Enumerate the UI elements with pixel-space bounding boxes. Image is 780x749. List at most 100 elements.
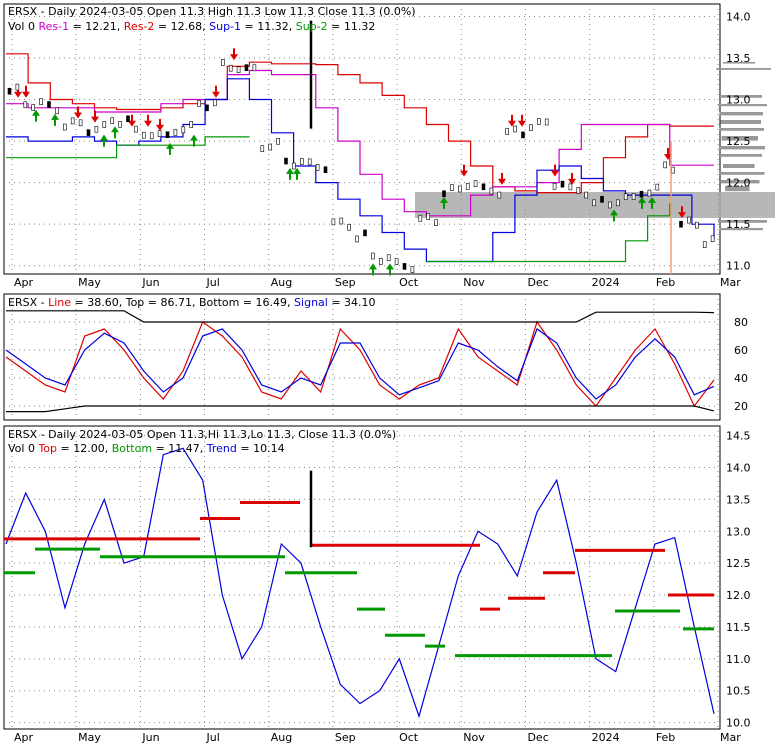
sell-arrow-head bbox=[14, 91, 22, 98]
header-part: = 12.21, bbox=[69, 20, 124, 33]
price-bar bbox=[47, 101, 51, 108]
price-bar bbox=[710, 235, 715, 243]
price-panel-frame bbox=[3, 3, 721, 275]
price-bar bbox=[323, 166, 328, 174]
price-bar bbox=[473, 180, 478, 187]
header-part: = 11.47, bbox=[152, 442, 207, 455]
month-label: Jul bbox=[206, 731, 220, 744]
price-bar bbox=[560, 180, 565, 188]
price-bar bbox=[292, 162, 296, 170]
price-bar bbox=[631, 192, 636, 200]
price-bar bbox=[355, 235, 359, 243]
price-bar bbox=[434, 219, 438, 226]
series-line-res-2 bbox=[6, 53, 714, 194]
price-bar bbox=[489, 187, 494, 195]
price-bar bbox=[126, 115, 130, 123]
volume-profile-bar bbox=[716, 68, 771, 70]
price-bar bbox=[307, 158, 312, 166]
y-tick-label: 14.5 bbox=[726, 430, 751, 443]
volume-profile-bar bbox=[720, 154, 762, 157]
y-tick-label: 13.0 bbox=[726, 525, 751, 538]
sell-arrow-head bbox=[551, 170, 559, 177]
price-bar bbox=[663, 161, 668, 169]
price-bar bbox=[497, 191, 502, 199]
price-bar bbox=[252, 64, 257, 72]
volume-profile-bar bbox=[719, 172, 765, 175]
price-bar bbox=[228, 64, 233, 72]
buy-arrow-head bbox=[369, 263, 377, 270]
price-bar bbox=[142, 131, 146, 139]
y-tick-label: 14.0 bbox=[726, 10, 751, 23]
price-bar bbox=[268, 143, 273, 151]
sell-arrow-head bbox=[508, 120, 516, 127]
y-tick-label: 20 bbox=[734, 400, 748, 413]
tick-labels: Apr Apr May May Jun Jun Jul Jul Aug Aug Sep Sep Oct O… bbox=[14, 10, 751, 744]
header-part: Res-2 bbox=[124, 20, 155, 33]
header-part: Line bbox=[48, 296, 71, 309]
price-bar bbox=[702, 241, 707, 248]
y-tick-label: 11.0 bbox=[726, 653, 751, 666]
sell-arrow-head bbox=[498, 178, 506, 185]
trend-panel-header: ERSX - Daily 2024-03-05 Open 11.3,Hi 11.… bbox=[8, 428, 396, 441]
price-bar bbox=[244, 64, 249, 71]
sell-arrow-head bbox=[22, 91, 30, 98]
y-tick-label: 11.0 bbox=[726, 260, 751, 273]
buy-arrow-head bbox=[440, 196, 448, 203]
sell-arrow-head bbox=[212, 91, 220, 98]
sell-arrow-head bbox=[460, 170, 468, 177]
series-line-signal bbox=[5, 328, 715, 400]
header-part: Bottom bbox=[199, 296, 239, 309]
y-tick-label: 13.5 bbox=[726, 52, 751, 65]
price-bar bbox=[529, 124, 533, 132]
volume-profile-bar bbox=[718, 146, 765, 150]
price-bar bbox=[521, 131, 525, 139]
buy-arrow-head bbox=[51, 113, 59, 120]
buy-arrow-head bbox=[386, 263, 394, 270]
month-label: Oct bbox=[399, 276, 419, 289]
sell-arrow-head bbox=[74, 112, 82, 119]
y-tick-label: 12.5 bbox=[726, 557, 751, 570]
price-bar bbox=[418, 214, 423, 222]
month-label: Nov bbox=[463, 731, 485, 744]
price-bar bbox=[78, 119, 83, 127]
y-tick-label: 13.5 bbox=[726, 493, 751, 506]
month-label: Feb bbox=[656, 731, 675, 744]
header-part: Vol 0 bbox=[8, 442, 38, 455]
month-label: Mar bbox=[720, 276, 741, 289]
y-tick-label: 12.0 bbox=[726, 177, 751, 190]
volume-profile-bar bbox=[718, 104, 767, 107]
oscillator-panel-frame bbox=[3, 293, 721, 421]
buy-arrow-head bbox=[100, 134, 108, 141]
header-part: Vol 0 bbox=[8, 20, 38, 33]
price-bar bbox=[513, 125, 517, 133]
price-bar bbox=[457, 185, 462, 193]
buy-arrow-head bbox=[638, 196, 646, 203]
y-tick-label: 13.0 bbox=[726, 94, 751, 107]
price-bar bbox=[394, 258, 399, 265]
header-part: ERSX - bbox=[8, 296, 48, 309]
header-part: ERSX - Daily 2024-03-05 Open 11.3,Hi 11.… bbox=[8, 428, 396, 441]
price-bar bbox=[568, 183, 573, 191]
y-tick-label: 10.0 bbox=[726, 717, 751, 730]
price-bar bbox=[284, 157, 288, 165]
month-label: Aug bbox=[271, 731, 292, 744]
month-label: Nov bbox=[463, 276, 485, 289]
series-line-res-1 bbox=[6, 69, 714, 217]
y-tick-label: 14.0 bbox=[726, 461, 751, 474]
month-label: Mar bbox=[720, 731, 741, 744]
volume-profile-bar bbox=[723, 164, 755, 168]
volume-profile-bar bbox=[719, 228, 763, 231]
header-part: = 12.68, bbox=[154, 20, 209, 33]
header-part: Res-1 bbox=[38, 20, 69, 33]
price-bar bbox=[189, 121, 193, 128]
volume-profile-bar bbox=[719, 112, 763, 116]
price-bar bbox=[465, 183, 470, 190]
month-label: May bbox=[78, 731, 101, 744]
price-bar bbox=[615, 199, 620, 207]
price-bar bbox=[213, 99, 217, 107]
month-label: Apr bbox=[14, 276, 34, 289]
price-bar bbox=[205, 104, 209, 112]
volume-profile-bar bbox=[725, 186, 750, 192]
trend-panel-frame bbox=[3, 425, 721, 730]
